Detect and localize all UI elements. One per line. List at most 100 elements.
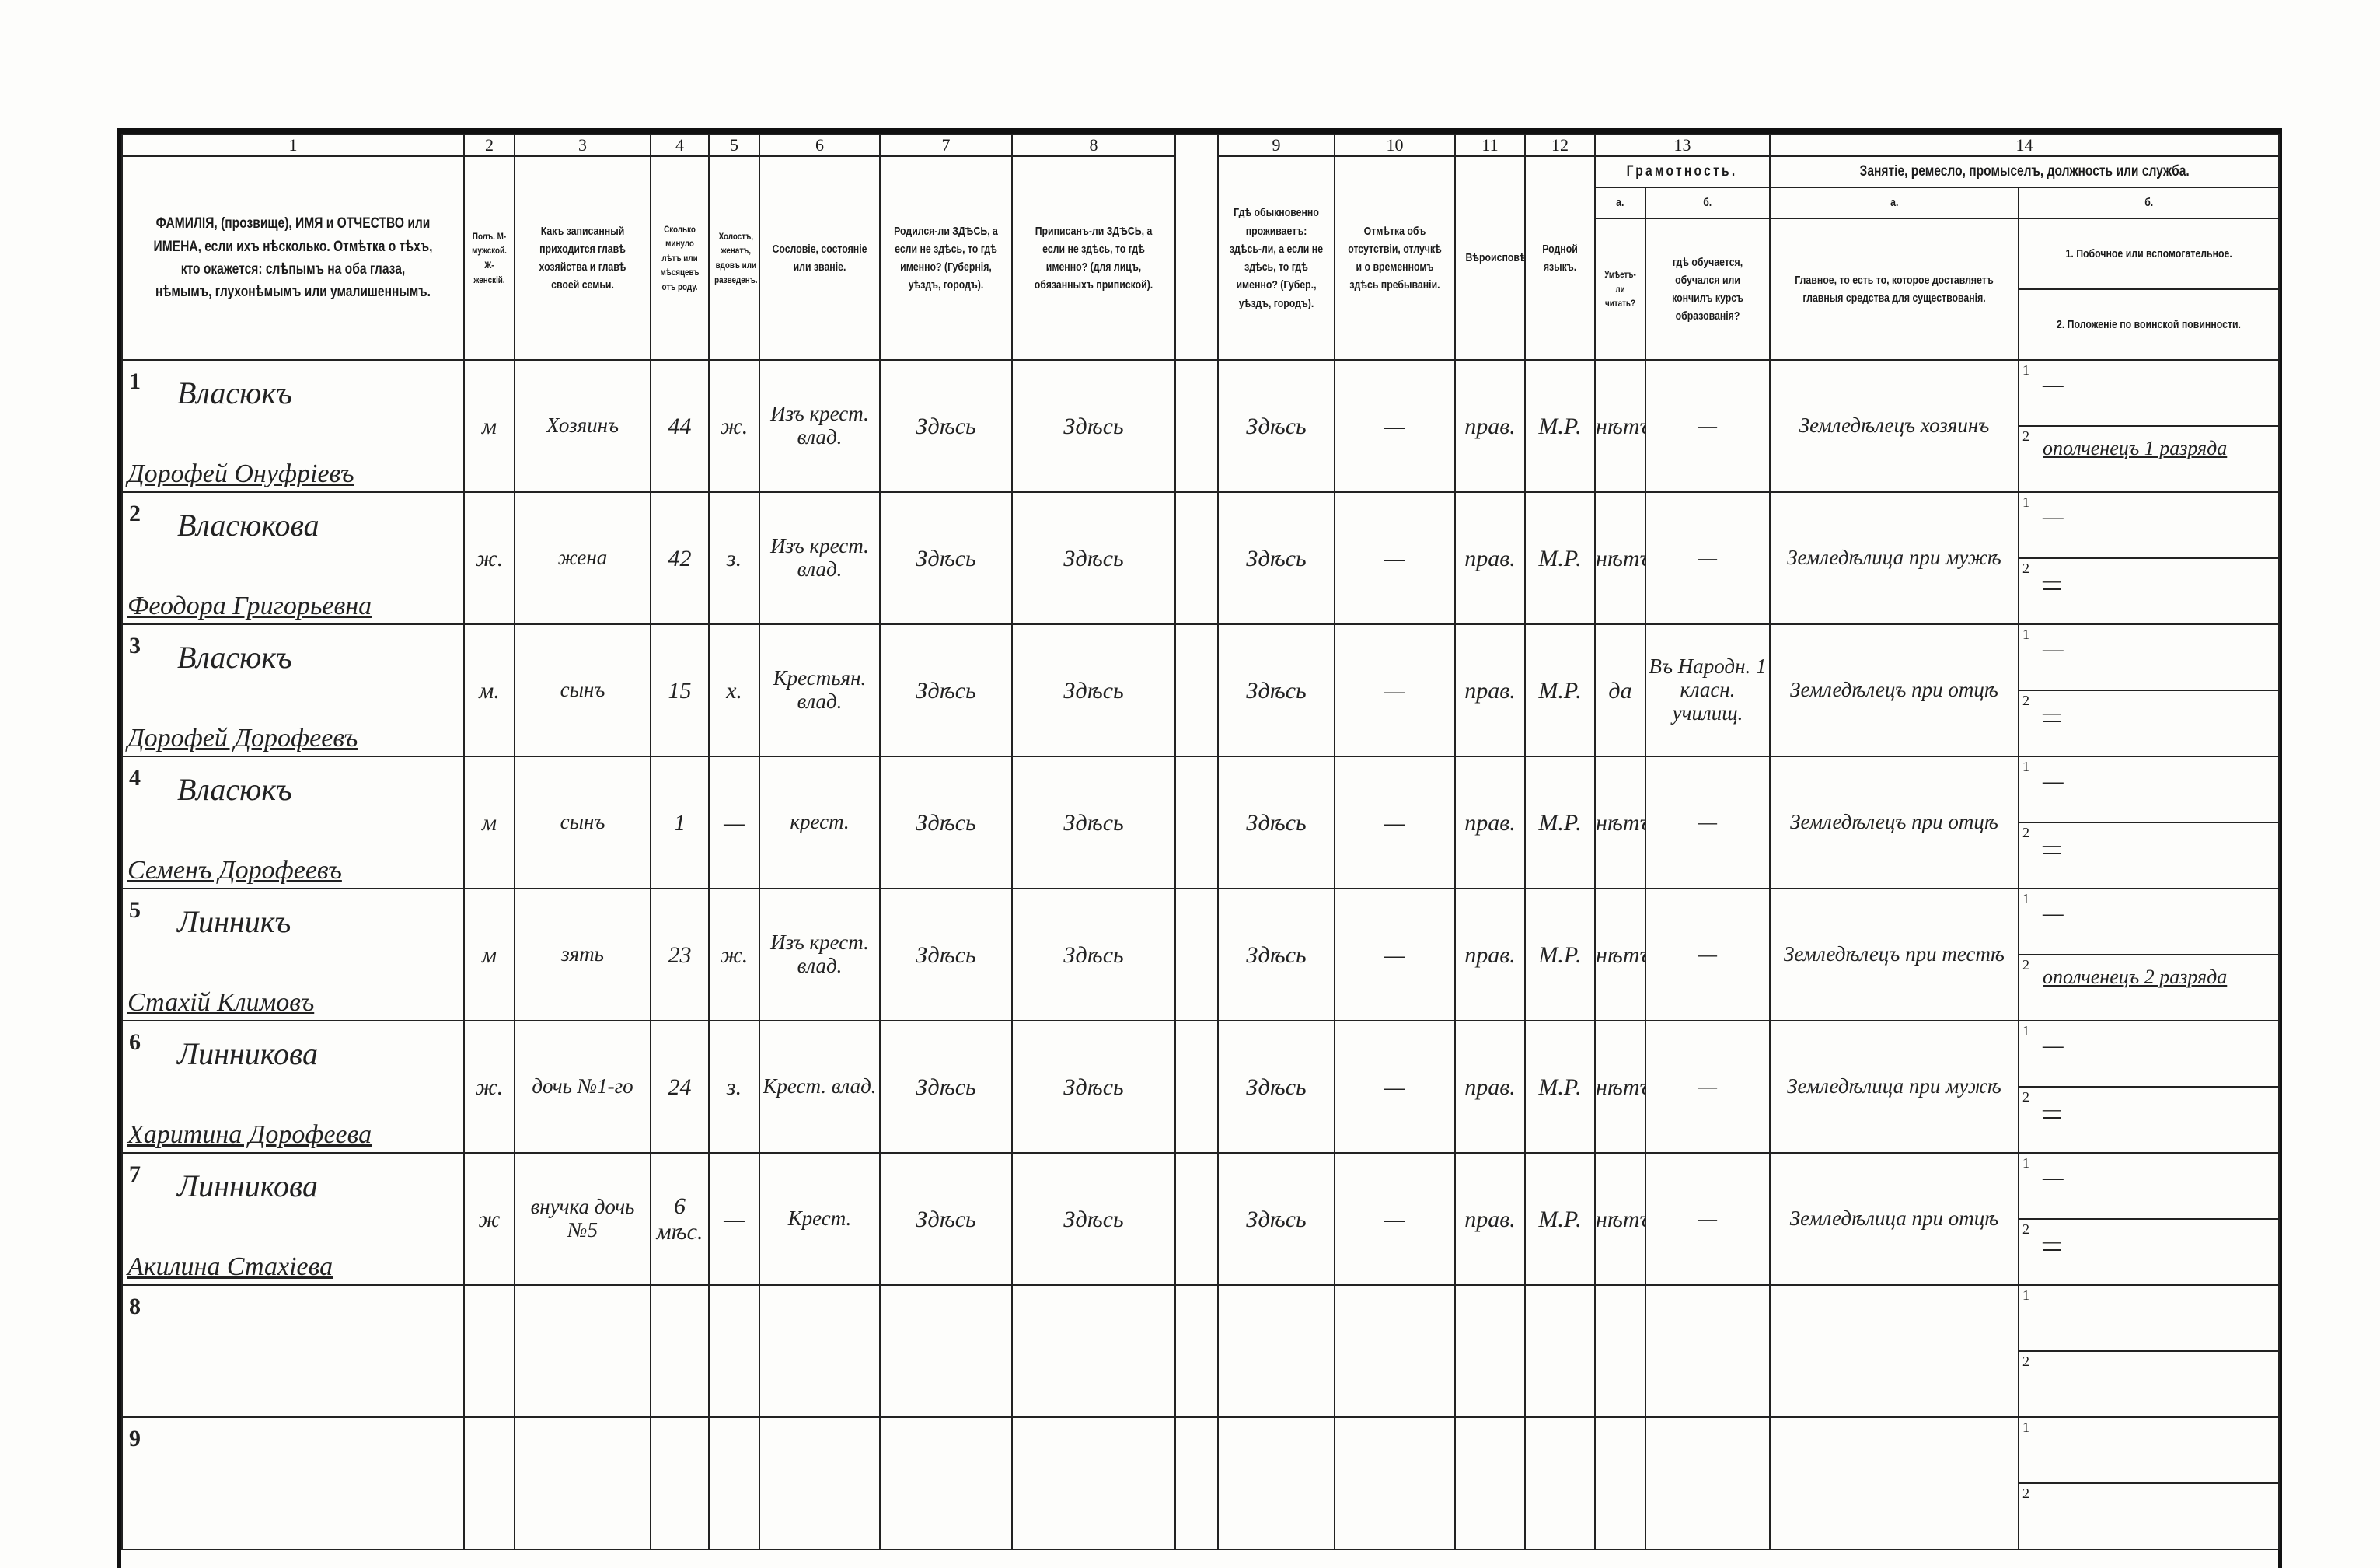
header-side-occupation: 1. Побочное или вспомогательное. 2. Поло…: [2018, 218, 2280, 361]
header-text: Умѣетъ-ли читать?: [1604, 269, 1636, 309]
row-number: 5: [129, 897, 141, 923]
sex-cell: м.: [463, 623, 515, 757]
school-cell: [1645, 1284, 1771, 1418]
name-cell: 9: [121, 1416, 465, 1550]
registered-cell: Здѣсь: [1011, 1152, 1176, 1286]
age-cell: 24: [650, 1020, 710, 1154]
header-text: Родился-ли ЗДѢСЬ, а если не здѣсь, то гд…: [894, 224, 998, 292]
given-name: Акилина Стахіева: [127, 1252, 333, 1281]
main-occ-cell: Земледѣлецъ при отцѣ: [1769, 623, 2019, 757]
reads-cell: [1594, 1416, 1646, 1550]
header-text: а.: [1616, 196, 1624, 210]
subrow-label: 2: [2022, 1221, 2029, 1237]
col-number: 7: [879, 134, 1013, 157]
relation-cell: Хозяинъ: [514, 359, 651, 493]
side-occupation-value: —: [2043, 768, 2064, 794]
header-text: Сколько минуло лѣтъ или мѣсяцевъ отъ род…: [660, 223, 700, 292]
military-status-value: —: [2043, 1098, 2061, 1120]
header-text: Грамотность.: [1627, 163, 1738, 180]
side-occupation-military-cell: 1— 2 ополченецъ 2 разряда: [2018, 888, 2280, 1021]
name-cell: 7 Линникова Акилина Стахіева: [121, 1152, 465, 1286]
military-status-value: ополченецъ 2 разряда: [2043, 966, 2228, 988]
side-occupation: 1: [2020, 1419, 2277, 1484]
person-row: 5 Линникъ Стахій Климовъ м зять 23 ж. Изъ крест…: [121, 888, 2280, 1021]
language-cell: М.Р.: [1524, 888, 1596, 1021]
header-relation: Какъ записанный приходится главѣ хозяйст…: [514, 155, 651, 361]
reads-cell: нѣтъ: [1594, 1020, 1646, 1154]
school-cell: —: [1645, 1152, 1771, 1286]
absence-cell: [1334, 1416, 1456, 1550]
reads-cell: нѣтъ: [1594, 491, 1646, 625]
surname: Власюкъ: [177, 375, 292, 410]
header-text: а.: [1890, 196, 1899, 210]
school-cell: —: [1645, 491, 1771, 625]
born-cell: [879, 1416, 1013, 1550]
header-text: Гдѣ обыкновенно проживаетъ: здѣсь-ли, а …: [1229, 206, 1324, 310]
absence-cell: —: [1334, 491, 1456, 625]
person-row: 3 Власюкъ Дорофей Дорофеевъ м. сынъ 15 х. Крест…: [121, 623, 2280, 757]
main-occ-cell: Земледѣлица при отцѣ: [1769, 1152, 2019, 1286]
header-reads: Умѣетъ-ли читать?: [1594, 218, 1646, 361]
registered-cell: Здѣсь: [1011, 491, 1176, 625]
subrow-label: 1: [2022, 891, 2029, 906]
side-occupation-military-cell: 1— 2—: [2018, 491, 2280, 625]
registered-cell: Здѣсь: [1011, 623, 1176, 757]
estate-cell: Изъ крест. влад.: [759, 359, 881, 493]
given-name: Дорофей Дорофеевъ: [127, 723, 358, 753]
subrow-label: 2: [2022, 693, 2029, 708]
given-name: Стахій Климовъ: [127, 987, 315, 1017]
row-number: 9: [129, 1426, 141, 1451]
surname: Власюкъ: [177, 640, 292, 675]
absence-cell: —: [1334, 623, 1456, 757]
language-cell: М.Р.: [1524, 359, 1596, 493]
header-text: ФАМИЛІЯ, (прозвище), ИМЯ и ОТЧЕСТВО или …: [153, 215, 433, 301]
absence-cell: —: [1334, 1020, 1456, 1154]
born-cell: [879, 1284, 1013, 1418]
header-text: Сословіе, состояніе или званіе.: [772, 242, 867, 274]
subrow-label: 2: [2022, 428, 2029, 444]
school-cell: —: [1645, 756, 1771, 889]
born-cell: Здѣсь: [879, 1152, 1013, 1286]
age-cell: [650, 1416, 710, 1550]
registered-cell: [1011, 1416, 1176, 1550]
side-occupation-value: —: [2043, 1032, 2064, 1058]
subrow-label: 2: [2022, 825, 2029, 840]
side-occupation-military-cell: 1 2: [2018, 1284, 2280, 1418]
side-occupation: 1—: [2020, 890, 2277, 955]
header-text: 2. Положеніе по воинской повинности.: [2057, 317, 2241, 331]
header-text: Отмѣтка объ отсутствіи, отлучкѣ и о врем…: [1348, 224, 1442, 292]
header-absence: Отмѣтка объ отсутствіи, отлучкѣ и о врем…: [1334, 155, 1456, 361]
name-cell: 5 Линникъ Стахій Климовъ: [121, 888, 465, 1021]
header-text: Холостъ, женатъ, вдовъ или разведенъ.: [714, 230, 758, 285]
estate-cell: [759, 1416, 881, 1550]
blank-cell: [1174, 1020, 1219, 1154]
census-form-sheet: 1 2 3 4 5 6 7 8 9 10 11 12 13 14 ФАМИЛІЯ…: [117, 128, 2282, 1568]
person-row: 8 1 2: [121, 1284, 2280, 1418]
resides-cell: Здѣсь: [1217, 359, 1335, 493]
religion-cell: прав.: [1454, 491, 1526, 625]
side-occupation-value: —: [2043, 636, 2064, 662]
col-number: 10: [1334, 134, 1456, 157]
military-status: 2 ополченецъ 1 разряда: [2020, 427, 2277, 491]
age-cell: [650, 1284, 710, 1418]
resides-cell: Здѣсь: [1217, 888, 1335, 1021]
subrow-label: 2: [2022, 957, 2029, 973]
subrow-label: 1: [2022, 362, 2029, 378]
marital-cell: ж.: [708, 359, 760, 493]
military-status-value: —: [2043, 569, 2061, 592]
side-occupation-value: —: [2043, 900, 2064, 926]
surname: Власюкъ: [177, 772, 292, 807]
row-number: 1: [129, 368, 141, 394]
blank-cell: [1174, 1152, 1219, 1286]
military-status-value: —: [2043, 1230, 2061, 1252]
header-text: Главное, то есть то, которое доставляетъ…: [1795, 273, 1994, 305]
estate-cell: Крестьян. влад.: [759, 623, 881, 757]
col-number: 2: [463, 134, 515, 157]
side-occupation: 1—: [2020, 494, 2277, 559]
col-number: 13: [1594, 134, 1771, 157]
absence-cell: [1334, 1284, 1456, 1418]
reads-cell: нѣтъ: [1594, 359, 1646, 493]
language-cell: М.Р.: [1524, 491, 1596, 625]
religion-cell: [1454, 1284, 1526, 1418]
surname: Линникъ: [177, 904, 291, 939]
